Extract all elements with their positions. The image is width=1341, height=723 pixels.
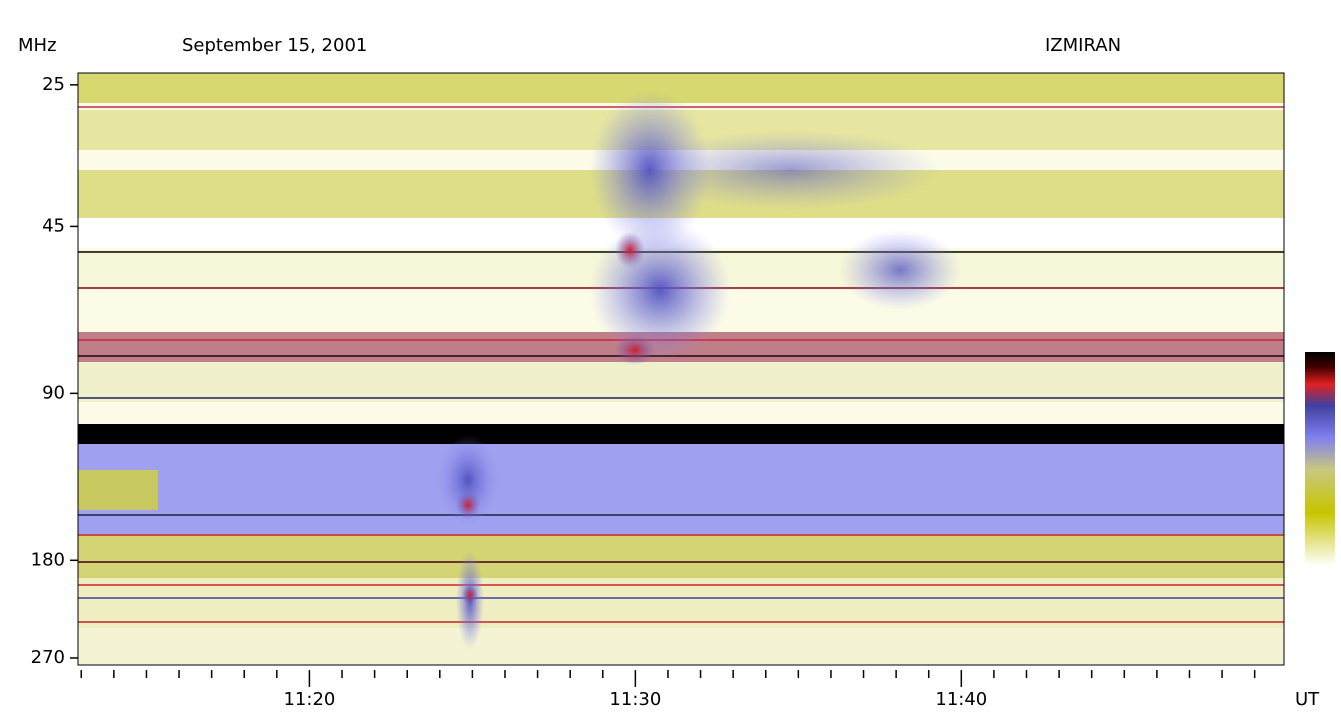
y-tick-label: 270: [31, 647, 65, 668]
y-tick-label: 45: [42, 215, 65, 236]
plot-frame: [77, 72, 1285, 666]
x-tick-label: 11:20: [283, 689, 335, 710]
source-label: IZMIRAN: [1045, 35, 1121, 56]
axes: 25 45 90 180 270 11:20 11:30 11:40: [31, 72, 1285, 710]
y-tick-label: 90: [42, 382, 65, 403]
x-tick-label: 11:30: [609, 689, 661, 710]
y-axis-label: MHz: [18, 35, 57, 56]
x-axis-label: UT: [1295, 689, 1320, 710]
x-tick-label: 11:40: [935, 689, 987, 710]
chart-title: September 15, 2001: [182, 35, 367, 56]
y-tick-label: 180: [31, 549, 65, 570]
spectrogram: [78, 73, 1284, 665]
color-bar: [1305, 352, 1335, 566]
y-tick-label: 25: [42, 74, 65, 95]
